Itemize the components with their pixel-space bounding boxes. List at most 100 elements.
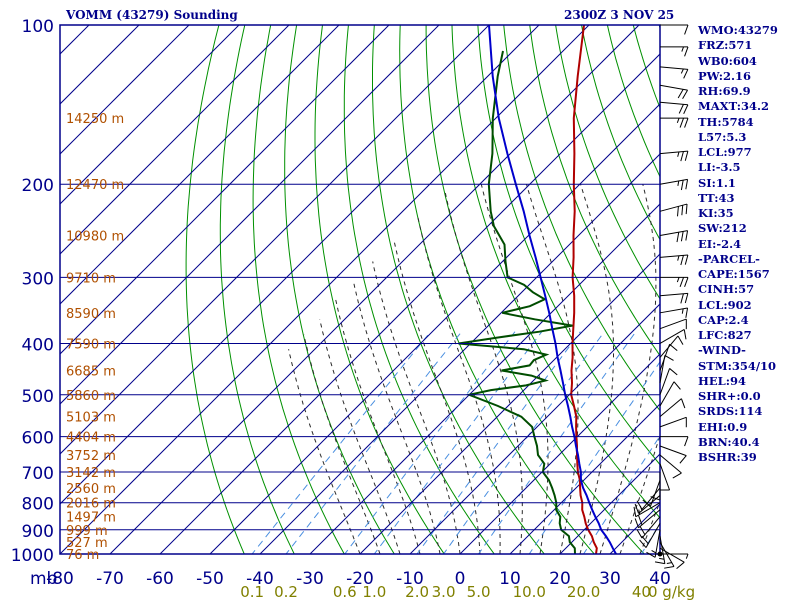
indices-panel: WMO:43279 FRZ:571 WB0:604 PW:2.16 RH:69.9 MAX… (698, 23, 778, 465)
height-label: 6685 m (66, 365, 116, 380)
height-label: 1497 m (66, 511, 116, 526)
temperature-tick-label: -30 (296, 569, 324, 589)
mixing-ratio-label: 3.0 (432, 583, 456, 600)
mixing-ratio-label: 0.1 (240, 583, 264, 600)
pressure-labels: 1000 900 800 700 600 500 400 300 200 100 (11, 17, 54, 566)
wind-barb (659, 150, 689, 162)
pressure-tick-label: 1000 (11, 546, 54, 566)
moist-adiabat-line (444, 189, 523, 554)
isotherm-line (60, 25, 540, 505)
wind-barb (659, 101, 689, 115)
height-label: 9710 m (66, 271, 116, 286)
wind-barb (659, 254, 689, 266)
temperature-tick-label: -10 (396, 569, 424, 589)
height-label: 8590 m (66, 307, 116, 322)
wind-barb (660, 46, 689, 57)
mixing-ratio-labels: 0.1 0.2 0.6 1.0 2.0 3.0 5.0 10.0 20.0 400 g/kg (240, 583, 695, 600)
temperature-tick-label: -70 (96, 569, 124, 589)
wind-barb (660, 436, 689, 447)
index-item: -PARCEL- (698, 251, 760, 266)
height-label: 2560 m (66, 482, 116, 497)
index-item: LCL:977 (698, 145, 752, 159)
pressure-tick-label: 800 (22, 495, 54, 515)
temperature-tick-label: -20 (346, 569, 374, 589)
dry-adiabat-line (503, 25, 660, 412)
dry-adiabat-line (580, 25, 660, 241)
wind-barb (634, 509, 661, 529)
wind-barb (633, 502, 661, 518)
sounding-time: 2300Z 3 NOV 25 (564, 8, 675, 22)
height-label: 3142 m (66, 466, 116, 481)
index-item: SI:1.1 (698, 175, 736, 190)
wind-barb (659, 292, 689, 304)
isotherm-line (459, 353, 660, 554)
wind-barb (659, 335, 684, 358)
index-item: TH:5784 (698, 114, 754, 129)
wind-barbs (633, 24, 689, 569)
height-label: 10980 m (66, 230, 124, 245)
isotherm-line (60, 25, 390, 355)
mixing-ratio-label: 20.0 (567, 583, 600, 600)
height-label: 7590 m (66, 337, 116, 352)
temperature-tick-label: 40 (649, 569, 671, 589)
height-label: 5103 m (66, 411, 116, 426)
isotherm-line (109, 25, 640, 554)
index-item: BSHR:39 (698, 450, 757, 464)
index-item: EI:-2.4 (698, 236, 742, 251)
height-label: 12470 m (66, 178, 124, 193)
pressure-tick-label: 100 (22, 17, 54, 37)
wind-barb (659, 329, 687, 344)
index-item: STM:354/10 (698, 358, 777, 373)
index-item: CAP:2.4 (698, 312, 749, 327)
wind-barb (659, 203, 688, 217)
moist-adiabat-line (480, 184, 549, 554)
pressure-tick-label: 400 (22, 335, 54, 355)
wind-barb (659, 445, 687, 464)
index-item: TT:43 (698, 190, 735, 205)
pressure-tick-label: 900 (22, 522, 54, 542)
wind-barb (659, 84, 689, 100)
index-item: SW:212 (698, 221, 747, 236)
index-item: RH:69.9 (698, 84, 751, 98)
index-item: WB0:604 (698, 53, 757, 68)
pressure-tick-label: 500 (22, 387, 54, 407)
temperature-tick-label: -50 (196, 569, 224, 589)
pressure-tick-label: 600 (22, 429, 54, 449)
mixing-ratio-unit-label: 0 g/kg (648, 583, 695, 600)
isotherms (60, 25, 660, 554)
moist-adiabat-line (417, 216, 501, 554)
dry-adiabat-line (399, 25, 595, 554)
temperature-tick-label: 20 (549, 569, 571, 589)
wind-barb (659, 398, 686, 418)
height-label: 527 m (66, 536, 108, 551)
parcel-trace (488, 25, 617, 554)
mixing-ratio-lines (251, 331, 660, 554)
temperature-tick-label: -80 (46, 569, 74, 589)
moist-adiabat-line (372, 261, 461, 554)
moist-adiabat-line (335, 299, 421, 554)
mixing-ratio-line (416, 331, 581, 554)
index-item: FRZ:571 (698, 38, 753, 53)
isotherm-line (60, 25, 490, 455)
mixing-ratio-label: 10.0 (513, 583, 546, 600)
temperature-labels: mb-80 -70 -60 -50 -40 -30 -20 -10 0 10 20 30 40 (30, 569, 671, 589)
index-item: EHI:0.9 (698, 419, 748, 434)
sounding-traces (458, 25, 617, 554)
index-item: LCL:902 (698, 297, 752, 312)
mixing-ratio-line (251, 331, 431, 554)
index-item: KI:35 (698, 206, 734, 220)
mixing-ratio-label: 0.2 (274, 583, 298, 600)
dry-adiabat-line (477, 25, 660, 466)
height-label: 999 m (66, 524, 108, 539)
index-item: MAXT:34.2 (698, 99, 769, 114)
dry-adiabat-line (529, 25, 660, 357)
mixing-ratio-line (582, 435, 660, 554)
plot-frame (59, 24, 661, 555)
wind-barb (659, 547, 685, 569)
temperature-trace (570, 25, 598, 554)
wind-barb (660, 24, 689, 35)
surface-wind-marker (657, 551, 663, 557)
